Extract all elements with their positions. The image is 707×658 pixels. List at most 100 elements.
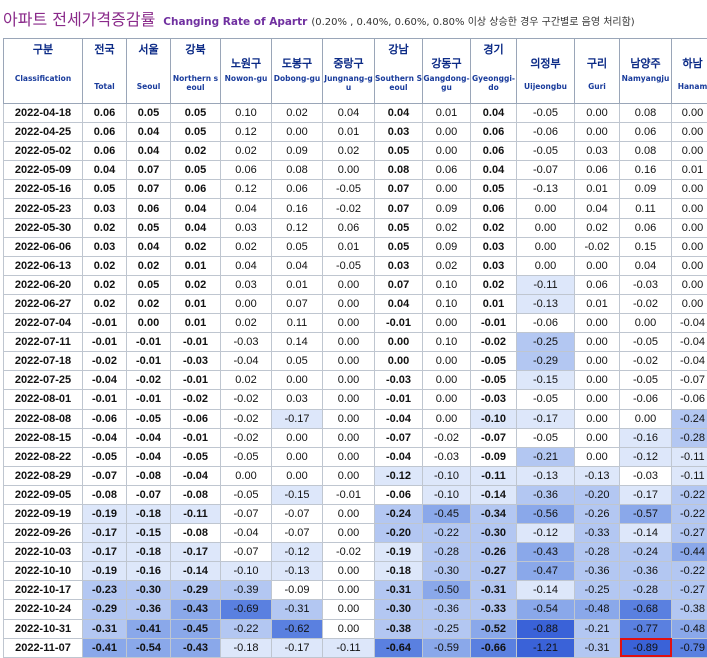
table-cell: 0.00 — [272, 371, 323, 390]
table-cell: 0.00 — [323, 314, 375, 333]
table-cell: -0.56 — [517, 504, 575, 523]
table-cell: -0.04 — [672, 333, 707, 352]
table-cell: -0.18 — [375, 562, 423, 581]
row-date: 2022-05-30 — [4, 218, 83, 237]
table-cell: -0.05 — [620, 371, 672, 390]
table-cell: 0.05 — [127, 218, 171, 237]
table-cell: -0.27 — [672, 524, 707, 543]
table-cell: 0.00 — [517, 218, 575, 237]
table-cell: -0.01 — [471, 314, 517, 333]
table-cell: -0.01 — [171, 428, 221, 447]
table-cell: 0.07 — [127, 161, 171, 180]
table-cell: 0.00 — [517, 199, 575, 218]
table-cell: 0.06 — [575, 275, 620, 294]
table-cell: -0.30 — [471, 524, 517, 543]
table-cell: 0.00 — [575, 314, 620, 333]
table-cell: -0.57 — [620, 504, 672, 523]
table-cell: 0.06 — [423, 161, 471, 180]
table-cell: 0.06 — [575, 161, 620, 180]
table-cell: 0.04 — [575, 199, 620, 218]
table-cell: 0.00 — [375, 352, 423, 371]
table-cell: 0.05 — [171, 104, 221, 123]
table-cell: -0.77 — [620, 619, 672, 638]
table-cell: -0.04 — [375, 409, 423, 428]
table-cell: -0.41 — [127, 619, 171, 638]
table-cell: -0.10 — [423, 485, 471, 504]
table-cell: -0.02 — [221, 390, 272, 409]
row-date: 2022-06-06 — [4, 237, 83, 256]
row-date: 2022-08-22 — [4, 447, 83, 466]
table-cell: -0.24 — [672, 409, 707, 428]
table-cell: 0.05 — [375, 237, 423, 256]
table-cell: -0.44 — [672, 543, 707, 562]
table-cell: -0.07 — [83, 466, 127, 485]
table-cell: -0.43 — [517, 543, 575, 562]
table-cell: -0.04 — [672, 352, 707, 371]
table-cell: -0.02 — [323, 199, 375, 218]
table-cell: 0.00 — [575, 123, 620, 142]
row-date: 2022-08-15 — [4, 428, 83, 447]
table-cell: 0.00 — [323, 390, 375, 409]
table-cell: 0.00 — [672, 237, 707, 256]
table-cell: 0.00 — [575, 104, 620, 123]
table-cell: 0.06 — [471, 142, 517, 161]
table-row: 2022-11-07-0.41-0.54-0.43-0.18-0.17-0.11… — [4, 638, 707, 657]
table-cell: -0.31 — [272, 600, 323, 619]
table-cell: 0.06 — [620, 218, 672, 237]
table-cell: 0.00 — [672, 275, 707, 294]
table-cell: -0.24 — [620, 543, 672, 562]
table-cell: -0.17 — [272, 409, 323, 428]
table-cell: -0.15 — [517, 371, 575, 390]
table-cell: -0.01 — [171, 371, 221, 390]
table-cell: -0.13 — [517, 466, 575, 485]
row-date: 2022-04-25 — [4, 123, 83, 142]
table-cell: 0.12 — [221, 123, 272, 142]
table-cell: -0.02 — [471, 333, 517, 352]
table-cell: -0.33 — [471, 600, 517, 619]
table-cell: -0.26 — [575, 504, 620, 523]
table-cell: 0.00 — [423, 409, 471, 428]
table-cell: -0.06 — [83, 409, 127, 428]
table-cell: 0.04 — [83, 161, 127, 180]
table-cell: 0.02 — [83, 294, 127, 313]
table-cell: -0.01 — [323, 485, 375, 504]
table-cell: -0.06 — [517, 314, 575, 333]
table-cell: -0.01 — [83, 390, 127, 409]
table-cell: -0.01 — [375, 390, 423, 409]
row-date: 2022-10-03 — [4, 543, 83, 562]
table-cell: 0.00 — [575, 409, 620, 428]
table-cell: -0.16 — [127, 562, 171, 581]
table-cell: 0.05 — [127, 275, 171, 294]
table-cell: 0.02 — [221, 142, 272, 161]
table-cell: -0.07 — [471, 428, 517, 447]
table-cell: -0.62 — [272, 619, 323, 638]
table-cell: -0.47 — [517, 562, 575, 581]
table-cell: -0.31 — [471, 581, 517, 600]
row-date: 2022-05-16 — [4, 180, 83, 199]
table-cell: -0.54 — [517, 600, 575, 619]
table-cell: 0.07 — [375, 275, 423, 294]
table-cell: 0.05 — [375, 142, 423, 161]
table-cell: -0.01 — [83, 314, 127, 333]
table-cell: -0.48 — [575, 600, 620, 619]
table-cell: -0.04 — [171, 466, 221, 485]
table-cell: -0.23 — [83, 581, 127, 600]
row-date: 2022-07-11 — [4, 333, 83, 352]
table-cell: -0.30 — [375, 600, 423, 619]
row-date: 2022-06-27 — [4, 294, 83, 313]
table-cell: 0.00 — [575, 371, 620, 390]
table-cell: 0.06 — [83, 123, 127, 142]
table-cell: -0.02 — [83, 352, 127, 371]
table-cell: 0.16 — [272, 199, 323, 218]
table-cell: -0.17 — [83, 524, 127, 543]
table-cell: 0.00 — [221, 466, 272, 485]
